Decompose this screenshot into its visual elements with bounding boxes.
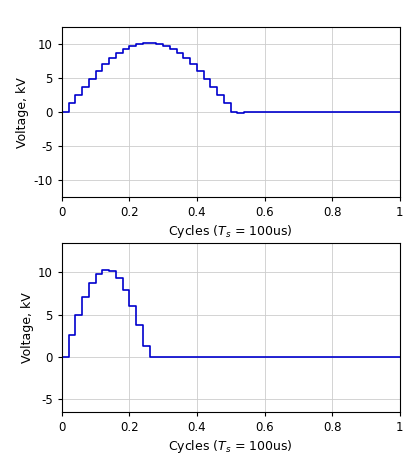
Y-axis label: Voltage, kV: Voltage, kV (16, 77, 29, 147)
X-axis label: Cycles ($T_s$ = 100us): Cycles ($T_s$ = 100us) (169, 438, 293, 455)
Text: (a): (a) (221, 245, 241, 258)
Y-axis label: Voltage, kV: Voltage, kV (21, 292, 34, 363)
X-axis label: Cycles ($T_s$ = 100us): Cycles ($T_s$ = 100us) (169, 223, 293, 240)
